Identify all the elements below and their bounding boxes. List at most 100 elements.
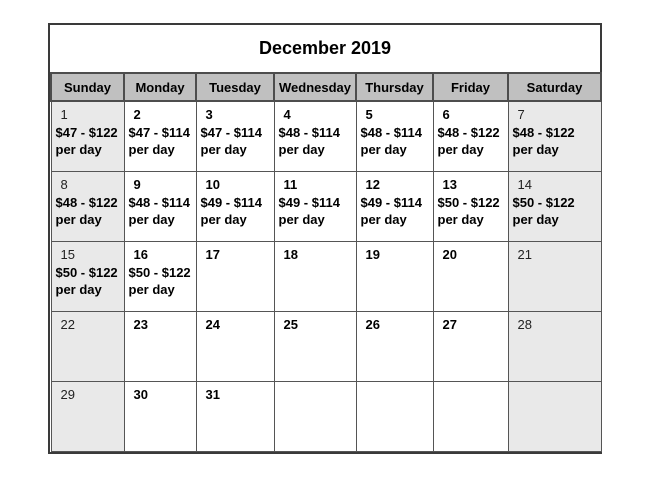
day-cell-12: 12 $49 - $114 per day xyxy=(355,170,434,242)
price-unit: per day xyxy=(200,211,247,227)
price-unit: per day xyxy=(55,211,102,227)
day-cell-empty xyxy=(507,380,602,452)
day-cell-17: 17 xyxy=(195,240,275,312)
price-unit: per day xyxy=(278,211,325,227)
day-number: 12 xyxy=(365,176,380,192)
day-number: 6 xyxy=(442,107,450,122)
day-number: 14 xyxy=(517,176,532,192)
day-cell-29: 29 xyxy=(50,380,125,452)
day-cell-14: 14 $50 - $122 per day xyxy=(507,170,602,242)
price-range: $50 - $122 xyxy=(128,264,191,280)
price-unit: per day xyxy=(128,281,175,297)
day-cell-3: 3 $47 - $114 per day xyxy=(195,100,275,172)
price-range: $48 - $114 xyxy=(278,125,340,140)
calendar-month-title: December 2019 xyxy=(50,25,600,72)
day-cell-empty xyxy=(432,380,509,452)
price-unit: per day xyxy=(512,211,559,227)
day-number: 9 xyxy=(133,176,141,192)
price-unit: per day xyxy=(200,142,247,157)
day-header-row: Sunday Monday Tuesday Wednesday Thursday… xyxy=(50,72,602,102)
day-number: 18 xyxy=(283,246,298,262)
week-row: 1 $47 - $122 per day 2 $47 - $114 per day 3 $47… xyxy=(50,100,602,172)
day-cell-18: 18 xyxy=(273,240,357,312)
day-number: 24 xyxy=(205,316,220,332)
price-unit: per day xyxy=(360,142,407,157)
day-cell-28: 28 xyxy=(507,310,602,382)
day-number: 4 xyxy=(283,107,291,122)
day-number: 15 xyxy=(60,246,75,262)
day-cell-26: 26 xyxy=(355,310,434,382)
day-number xyxy=(443,386,505,404)
day-header-wednesday: Wednesday xyxy=(273,72,357,102)
day-cell-9: 9 $48 - $114 per day xyxy=(123,170,197,242)
day-number: 22 xyxy=(60,316,75,332)
day-number: 10 xyxy=(205,176,220,192)
day-cell-empty xyxy=(273,380,357,452)
price-unit: per day xyxy=(512,142,559,157)
day-number: 2 xyxy=(133,107,141,122)
week-row: 29 30 31 xyxy=(50,380,602,452)
price-unit: per day xyxy=(278,142,325,157)
price-range: $47 - $122 xyxy=(55,125,118,140)
price-range: $47 - $114 xyxy=(200,125,262,140)
price-unit: per day xyxy=(128,142,175,157)
price-range: $50 - $122 xyxy=(512,194,575,210)
day-number: 23 xyxy=(133,316,148,332)
price-range: $48 - $114 xyxy=(128,194,190,210)
day-number: 1 xyxy=(60,107,68,122)
day-cell-6: 6 $48 - $122 per day xyxy=(432,100,509,172)
day-cell-1: 1 $47 - $122 per day xyxy=(50,100,125,172)
day-number: 20 xyxy=(442,246,457,262)
price-range: $50 - $122 xyxy=(55,264,118,280)
day-number: 31 xyxy=(205,386,220,402)
day-header-thursday: Thursday xyxy=(355,72,434,102)
day-cell-25: 25 xyxy=(273,310,357,382)
day-cell-31: 31 xyxy=(195,380,275,452)
day-number: 29 xyxy=(60,386,75,402)
day-cell-2: 2 $47 - $114 per day xyxy=(123,100,197,172)
day-number xyxy=(366,386,430,404)
price-unit: per day xyxy=(437,211,484,227)
week-row: 8 $48 - $122 per day 9 $48 - $114 per day 10 $4… xyxy=(50,170,602,242)
day-cell-20: 20 xyxy=(432,240,509,312)
day-cell-7: 7 $48 - $122 per day xyxy=(507,100,602,172)
price-range: $47 - $114 xyxy=(128,125,190,140)
day-number: 5 xyxy=(365,107,373,122)
day-number: 3 xyxy=(205,107,213,122)
price-range: $49 - $114 xyxy=(278,194,340,210)
day-number: 21 xyxy=(517,246,532,262)
day-number: 19 xyxy=(365,246,380,262)
day-cell-30: 30 xyxy=(123,380,197,452)
day-number: 16 xyxy=(133,246,148,262)
day-cell-24: 24 xyxy=(195,310,275,382)
day-number xyxy=(284,386,353,404)
price-range: $48 - $122 xyxy=(55,194,118,210)
price-unit: per day xyxy=(437,142,484,157)
day-header-friday: Friday xyxy=(432,72,509,102)
day-cell-16: 16 $50 - $122 per day xyxy=(123,240,197,312)
day-number: 26 xyxy=(365,316,380,332)
price-range: $48 - $122 xyxy=(512,125,575,140)
day-number: 30 xyxy=(133,386,148,402)
day-cell-19: 19 xyxy=(355,240,434,312)
day-cell-27: 27 xyxy=(432,310,509,382)
day-number: 27 xyxy=(442,316,457,332)
day-header-tuesday: Tuesday xyxy=(195,72,275,102)
day-number: 13 xyxy=(442,176,457,192)
day-cell-5: 5 $48 - $114 per day xyxy=(355,100,434,172)
price-unit: per day xyxy=(55,142,102,157)
week-row: 22 23 24 25 26 27 28 xyxy=(50,310,602,382)
day-number: 17 xyxy=(205,246,220,262)
day-number: 7 xyxy=(517,107,525,122)
price-range: $48 - $122 xyxy=(437,125,500,140)
price-unit: per day xyxy=(55,281,102,297)
day-cell-4: 4 $48 - $114 per day xyxy=(273,100,357,172)
day-cell-empty xyxy=(355,380,434,452)
day-cell-21: 21 xyxy=(507,240,602,312)
day-cell-8: 8 $48 - $122 per day xyxy=(50,170,125,242)
price-unit: per day xyxy=(360,211,407,227)
day-header-sunday: Sunday xyxy=(50,72,125,102)
day-cell-13: 13 $50 - $122 per day xyxy=(432,170,509,242)
day-header-monday: Monday xyxy=(123,72,197,102)
